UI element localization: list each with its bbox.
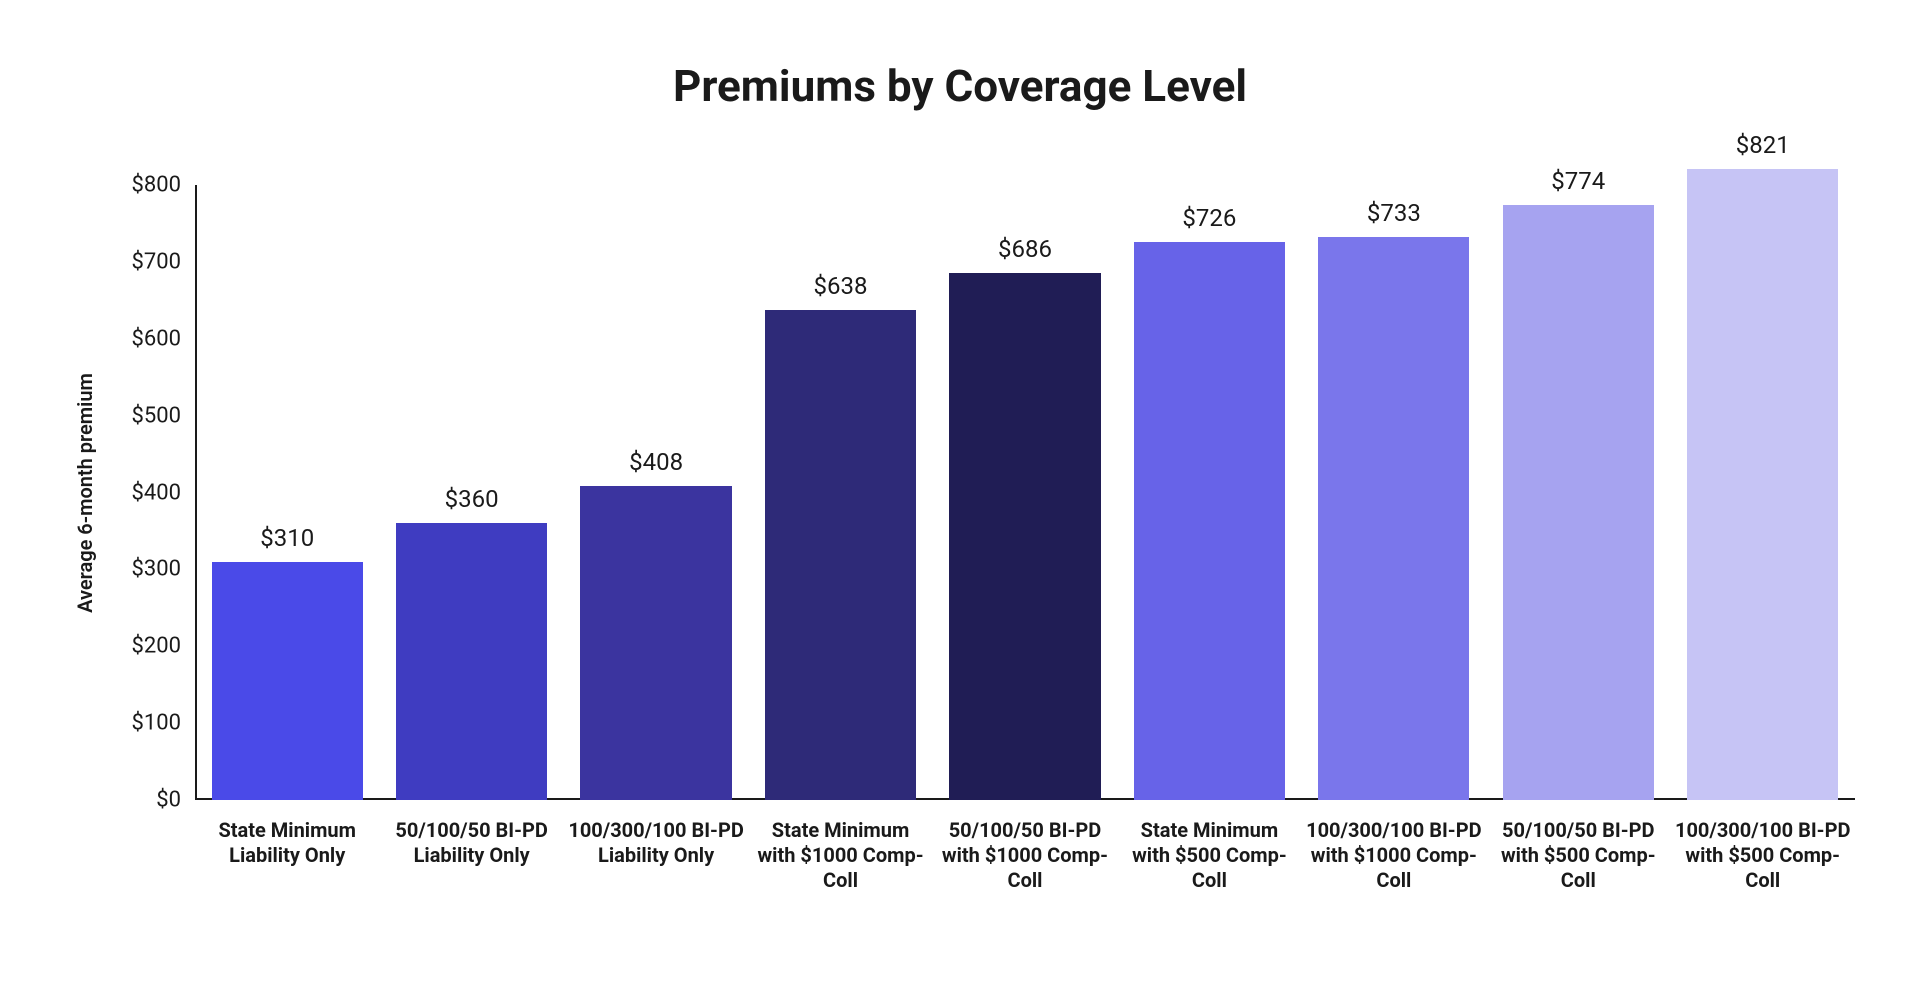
y-axis-label: Average 6-month premium [73,373,97,613]
plot-area: $0$100$200$300$400$500$600$700$800 $310$… [195,185,1855,800]
y-tick: $800 [132,173,195,198]
bar-value-label: $686 [998,235,1052,263]
bar: $408 [580,486,731,800]
x-axis-label: 100/300/100 BI-PD Liability Only [564,818,748,893]
bar: $726 [1134,242,1285,800]
y-tick: $500 [132,403,195,428]
bar: $733 [1318,237,1469,800]
y-tick: $0 [156,788,195,813]
bar: $310 [212,562,363,800]
bar-value-label: $821 [1736,131,1790,159]
bar-value-label: $360 [445,485,499,513]
bar-slot: $733 [1302,185,1486,800]
bar-slot: $821 [1671,185,1855,800]
bar-slot: $408 [564,185,748,800]
bar: $686 [949,273,1100,800]
chart-container: Premiums by Coverage Level Average 6-mon… [0,0,1920,987]
bar-slot: $310 [195,185,379,800]
bar-slot: $726 [1117,185,1301,800]
bar-slot: $686 [933,185,1117,800]
bar: $638 [765,310,916,800]
bar-slot: $360 [379,185,563,800]
bar-value-label: $774 [1551,167,1605,195]
y-tick: $100 [132,711,195,736]
bar: $774 [1503,205,1654,800]
bar-value-label: $733 [1367,199,1421,227]
bar-value-label: $310 [260,524,314,552]
bar: $360 [396,523,547,800]
bar: $821 [1687,169,1838,800]
bars-group: $310$360$408$638$686$726$733$774$821 [195,185,1855,800]
x-axis-labels: State Minimum Liability Only50/100/50 BI… [195,818,1855,893]
x-axis-label: 50/100/50 BI-PD with $1000 Comp-Coll [933,818,1117,893]
bar-value-label: $638 [814,272,868,300]
x-axis-label: 50/100/50 BI-PD with $500 Comp-Coll [1486,818,1670,893]
x-axis-label: 50/100/50 BI-PD Liability Only [379,818,563,893]
x-axis-label: 100/300/100 BI-PD with $1000 Comp-Coll [1302,818,1486,893]
x-axis-label: State Minimum with $1000 Comp-Coll [748,818,932,893]
bar-slot: $638 [748,185,932,800]
bar-slot: $774 [1486,185,1670,800]
chart-title: Premiums by Coverage Level [0,60,1920,112]
y-tick: $600 [132,326,195,351]
y-tick: $200 [132,634,195,659]
bar-value-label: $408 [629,448,683,476]
bar-value-label: $726 [1182,204,1236,232]
x-axis-label: 100/300/100 BI-PD with $500 Comp-Coll [1671,818,1855,893]
x-axis-label: State Minimum with $500 Comp-Coll [1117,818,1301,893]
y-tick: $700 [132,249,195,274]
y-tick: $300 [132,557,195,582]
x-axis-label: State Minimum Liability Only [195,818,379,893]
y-tick: $400 [132,480,195,505]
